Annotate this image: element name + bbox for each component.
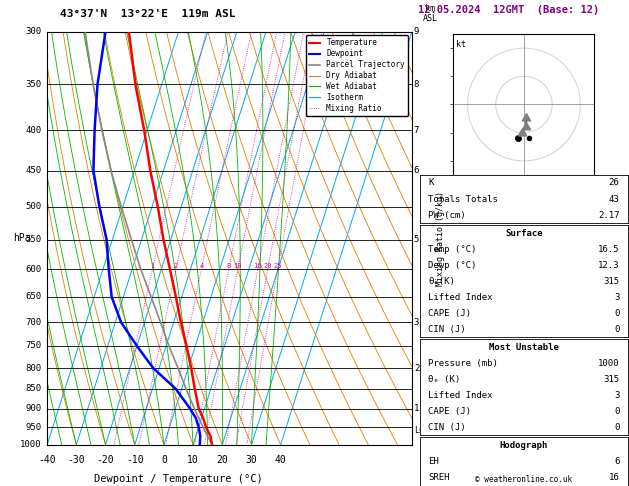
Text: 1: 1 [414, 404, 419, 413]
Text: 0: 0 [614, 325, 620, 334]
Text: 2: 2 [414, 364, 419, 373]
Text: Lifted Index: Lifted Index [428, 293, 493, 302]
Text: 950: 950 [26, 423, 42, 432]
Text: 900: 900 [26, 404, 42, 413]
Text: 550: 550 [26, 235, 42, 244]
Text: 350: 350 [26, 80, 42, 89]
Text: CAPE (J): CAPE (J) [428, 407, 472, 416]
Text: θₑ (K): θₑ (K) [428, 375, 460, 384]
Text: SREH: SREH [428, 473, 450, 482]
Text: 800: 800 [26, 364, 42, 373]
Text: 0: 0 [614, 309, 620, 318]
Text: 2: 2 [174, 263, 178, 269]
Text: 16.5: 16.5 [598, 244, 620, 254]
Text: 43°37'N  13°22'E  119m ASL: 43°37'N 13°22'E 119m ASL [60, 9, 235, 19]
Text: 315: 315 [603, 277, 620, 286]
Text: -40: -40 [38, 455, 56, 465]
Text: 40: 40 [275, 455, 287, 465]
Text: 315: 315 [603, 375, 620, 384]
Text: 1: 1 [150, 263, 155, 269]
Text: 750: 750 [26, 342, 42, 350]
Text: -30: -30 [67, 455, 85, 465]
Text: 30: 30 [245, 455, 257, 465]
Text: Most Unstable: Most Unstable [489, 343, 559, 352]
Text: 26: 26 [609, 178, 620, 188]
Text: LCL: LCL [414, 426, 429, 435]
Legend: Temperature, Dewpoint, Parcel Trajectory, Dry Adiabat, Wet Adiabat, Isotherm, Mi: Temperature, Dewpoint, Parcel Trajectory… [306, 35, 408, 116]
Text: 8: 8 [414, 80, 419, 89]
Text: Surface: Surface [505, 228, 543, 238]
Text: CIN (J): CIN (J) [428, 325, 466, 334]
Text: 7: 7 [414, 126, 419, 135]
Text: 0: 0 [614, 423, 620, 432]
Text: 3: 3 [614, 293, 620, 302]
Text: 650: 650 [26, 293, 42, 301]
Text: Pressure (mb): Pressure (mb) [428, 359, 498, 368]
Text: 500: 500 [26, 202, 42, 211]
Text: -10: -10 [126, 455, 143, 465]
Text: 6: 6 [414, 166, 419, 175]
Text: 3: 3 [614, 391, 620, 400]
Text: PW (cm): PW (cm) [428, 210, 466, 220]
Text: Totals Totals: Totals Totals [428, 194, 498, 204]
Text: 12.05.2024  12GMT  (Base: 12): 12.05.2024 12GMT (Base: 12) [418, 4, 599, 15]
Text: hPa: hPa [13, 233, 30, 243]
Text: 2.17: 2.17 [598, 210, 620, 220]
Text: 10: 10 [233, 263, 242, 269]
Text: Dewp (°C): Dewp (°C) [428, 260, 477, 270]
Text: 16: 16 [609, 473, 620, 482]
Text: θₑ(K): θₑ(K) [428, 277, 455, 286]
Text: kt: kt [456, 40, 466, 49]
Text: EH: EH [428, 457, 439, 466]
Text: Mixing Ratio (g/kg): Mixing Ratio (g/kg) [436, 191, 445, 286]
Text: 6: 6 [614, 457, 620, 466]
Text: 16: 16 [253, 263, 262, 269]
Text: © weatheronline.co.uk: © weatheronline.co.uk [476, 474, 572, 484]
Text: Dewpoint / Temperature (°C): Dewpoint / Temperature (°C) [94, 473, 263, 484]
Text: 1000: 1000 [598, 359, 620, 368]
Text: 700: 700 [26, 318, 42, 327]
Text: 12.3: 12.3 [598, 260, 620, 270]
Text: 0: 0 [161, 455, 167, 465]
Text: km
ASL: km ASL [423, 4, 438, 23]
Text: CAPE (J): CAPE (J) [428, 309, 472, 318]
Text: -20: -20 [97, 455, 114, 465]
Text: Hodograph: Hodograph [500, 441, 548, 450]
Text: 0: 0 [614, 407, 620, 416]
Text: 300: 300 [26, 27, 42, 36]
Text: 4: 4 [199, 263, 204, 269]
Text: 20: 20 [216, 455, 228, 465]
Text: Lifted Index: Lifted Index [428, 391, 493, 400]
Text: 600: 600 [26, 265, 42, 274]
Text: 450: 450 [26, 166, 42, 175]
Text: 1000: 1000 [20, 440, 42, 449]
Text: CIN (J): CIN (J) [428, 423, 466, 432]
Text: 400: 400 [26, 126, 42, 135]
Text: 850: 850 [26, 384, 42, 394]
Text: 43: 43 [609, 194, 620, 204]
Text: 5: 5 [414, 235, 419, 244]
Text: 25: 25 [274, 263, 282, 269]
Text: 9: 9 [414, 27, 419, 36]
Text: 3: 3 [414, 318, 419, 327]
Text: Temp (°C): Temp (°C) [428, 244, 477, 254]
Text: K: K [428, 178, 434, 188]
Text: 20: 20 [264, 263, 272, 269]
Text: 8: 8 [226, 263, 231, 269]
Text: 10: 10 [187, 455, 199, 465]
